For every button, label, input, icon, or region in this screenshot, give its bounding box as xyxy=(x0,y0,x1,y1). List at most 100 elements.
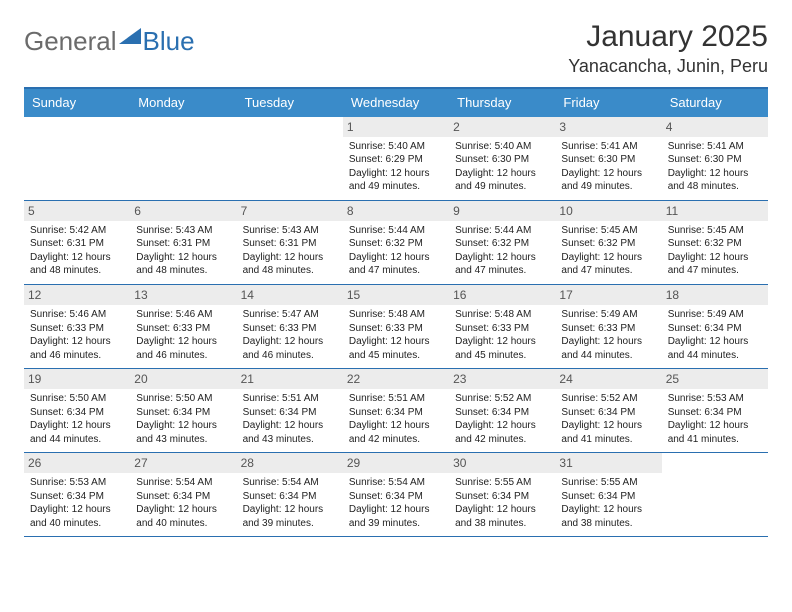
day-cell: 8Sunrise: 5:44 AMSunset: 6:32 PMDaylight… xyxy=(343,201,449,285)
weekday-header: Thursday xyxy=(449,89,555,117)
day-cell: 20Sunrise: 5:50 AMSunset: 6:34 PMDayligh… xyxy=(130,369,236,453)
sunrise-text: Sunrise: 5:44 AM xyxy=(455,224,549,238)
day-number: 5 xyxy=(24,201,130,221)
day-cell: 3Sunrise: 5:41 AMSunset: 6:30 PMDaylight… xyxy=(555,117,661,201)
sunset-text: Sunset: 6:34 PM xyxy=(136,490,230,504)
day-cell: 22Sunrise: 5:51 AMSunset: 6:34 PMDayligh… xyxy=(343,369,449,453)
sunrise-text: Sunrise: 5:43 AM xyxy=(136,224,230,238)
sunrise-text: Sunrise: 5:53 AM xyxy=(30,476,124,490)
day-cell: 4Sunrise: 5:41 AMSunset: 6:30 PMDaylight… xyxy=(662,117,768,201)
day-cell: 16Sunrise: 5:48 AMSunset: 6:33 PMDayligh… xyxy=(449,285,555,369)
daylight-text: Daylight: 12 hours and 44 minutes. xyxy=(561,335,655,362)
day-cell: 9 Sunrise: 5:44 AMSunset: 6:32 PMDaylight… xyxy=(449,201,555,285)
daylight-text: Daylight: 12 hours and 48 minutes. xyxy=(136,251,230,278)
daylight-text: Daylight: 12 hours and 48 minutes. xyxy=(30,251,124,278)
day-number: 1 xyxy=(343,117,449,137)
sunset-text: Sunset: 6:33 PM xyxy=(561,322,655,336)
day-cell: 10Sunrise: 5:45 AMSunset: 6:32 PMDayligh… xyxy=(555,201,661,285)
daylight-text: Daylight: 12 hours and 42 minutes. xyxy=(349,419,443,446)
sunrise-text: Sunrise: 5:48 AM xyxy=(455,308,549,322)
day-cell: 31Sunrise: 5:55 AMSunset: 6:34 PMDayligh… xyxy=(555,453,661,537)
sunrise-text: Sunrise: 5:54 AM xyxy=(243,476,337,490)
sunset-text: Sunset: 6:33 PM xyxy=(243,322,337,336)
day-number: 11 xyxy=(662,201,768,221)
daylight-text: Daylight: 12 hours and 40 minutes. xyxy=(136,503,230,530)
day-number: 24 xyxy=(555,369,661,389)
day-cell: 28Sunrise: 5:54 AMSunset: 6:34 PMDayligh… xyxy=(237,453,343,537)
sunset-text: Sunset: 6:33 PM xyxy=(349,322,443,336)
sunset-text: Sunset: 6:32 PM xyxy=(349,237,443,251)
title-block: January 2025 Yanacancha, Junin, Peru xyxy=(568,20,768,77)
sunset-text: Sunset: 6:34 PM xyxy=(243,490,337,504)
week-row: ...1Sunrise: 5:40 AMSunset: 6:29 PMDayli… xyxy=(24,117,768,201)
daylight-text: Daylight: 12 hours and 43 minutes. xyxy=(243,419,337,446)
daylight-text: Daylight: 12 hours and 47 minutes. xyxy=(561,251,655,278)
sunset-text: Sunset: 6:33 PM xyxy=(136,322,230,336)
day-cell: . xyxy=(24,117,130,201)
week-row: 19Sunrise: 5:50 AMSunset: 6:34 PMDayligh… xyxy=(24,369,768,453)
week-row: 12Sunrise: 5:46 AMSunset: 6:33 PMDayligh… xyxy=(24,285,768,369)
day-number: 16 xyxy=(449,285,555,305)
daylight-text: Daylight: 12 hours and 41 minutes. xyxy=(561,419,655,446)
sunset-text: Sunset: 6:34 PM xyxy=(455,490,549,504)
day-cell: 23Sunrise: 5:52 AMSunset: 6:34 PMDayligh… xyxy=(449,369,555,453)
day-cell: 13Sunrise: 5:46 AMSunset: 6:33 PMDayligh… xyxy=(130,285,236,369)
sunset-text: Sunset: 6:31 PM xyxy=(136,237,230,251)
daylight-text: Daylight: 12 hours and 41 minutes. xyxy=(668,419,762,446)
weekday-header: Monday xyxy=(130,89,236,117)
daylight-text: Daylight: 12 hours and 40 minutes. xyxy=(30,503,124,530)
day-number: 26 xyxy=(24,453,130,473)
day-cell: 29Sunrise: 5:54 AMSunset: 6:34 PMDayligh… xyxy=(343,453,449,537)
day-number: 17 xyxy=(555,285,661,305)
sunrise-text: Sunrise: 5:50 AM xyxy=(30,392,124,406)
sunset-text: Sunset: 6:32 PM xyxy=(455,237,549,251)
day-number: 2 xyxy=(449,117,555,137)
day-cell: 12Sunrise: 5:46 AMSunset: 6:33 PMDayligh… xyxy=(24,285,130,369)
calendar: Sunday Monday Tuesday Wednesday Thursday… xyxy=(24,87,768,537)
day-cell: 15Sunrise: 5:48 AMSunset: 6:33 PMDayligh… xyxy=(343,285,449,369)
day-cell: 6 Sunrise: 5:43 AMSunset: 6:31 PMDaylight… xyxy=(130,201,236,285)
daylight-text: Daylight: 12 hours and 45 minutes. xyxy=(349,335,443,362)
sunrise-text: Sunrise: 5:54 AM xyxy=(136,476,230,490)
daylight-text: Daylight: 12 hours and 49 minutes. xyxy=(349,167,443,194)
sunrise-text: Sunrise: 5:42 AM xyxy=(30,224,124,238)
sunrise-text: Sunrise: 5:54 AM xyxy=(349,476,443,490)
daylight-text: Daylight: 12 hours and 47 minutes. xyxy=(455,251,549,278)
daylight-text: Daylight: 12 hours and 47 minutes. xyxy=(349,251,443,278)
sunset-text: Sunset: 6:34 PM xyxy=(455,406,549,420)
day-cell: 1Sunrise: 5:40 AMSunset: 6:29 PMDaylight… xyxy=(343,117,449,201)
sunset-text: Sunset: 6:29 PM xyxy=(349,153,443,167)
day-number: 9 xyxy=(449,201,555,221)
daylight-text: Daylight: 12 hours and 48 minutes. xyxy=(243,251,337,278)
sunrise-text: Sunrise: 5:46 AM xyxy=(136,308,230,322)
sunrise-text: Sunrise: 5:48 AM xyxy=(349,308,443,322)
day-number: 6 xyxy=(130,201,236,221)
day-number: 20 xyxy=(130,369,236,389)
daylight-text: Daylight: 12 hours and 44 minutes. xyxy=(30,419,124,446)
sunrise-text: Sunrise: 5:45 AM xyxy=(561,224,655,238)
day-cell: 25Sunrise: 5:53 AMSunset: 6:34 PMDayligh… xyxy=(662,369,768,453)
sunrise-text: Sunrise: 5:52 AM xyxy=(561,392,655,406)
sunrise-text: Sunrise: 5:49 AM xyxy=(668,308,762,322)
day-number: 8 xyxy=(343,201,449,221)
sunset-text: Sunset: 6:34 PM xyxy=(561,490,655,504)
day-cell: . xyxy=(130,117,236,201)
day-cell: 21Sunrise: 5:51 AMSunset: 6:34 PMDayligh… xyxy=(237,369,343,453)
weekday-header: Wednesday xyxy=(343,89,449,117)
week-row: 26Sunrise: 5:53 AMSunset: 6:34 PMDayligh… xyxy=(24,453,768,537)
logo-text-general: General xyxy=(24,26,117,57)
day-cell: 5Sunrise: 5:42 AMSunset: 6:31 PMDaylight… xyxy=(24,201,130,285)
day-number: 3 xyxy=(555,117,661,137)
day-cell: 26Sunrise: 5:53 AMSunset: 6:34 PMDayligh… xyxy=(24,453,130,537)
day-cell: 11Sunrise: 5:45 AMSunset: 6:32 PMDayligh… xyxy=(662,201,768,285)
sunrise-text: Sunrise: 5:53 AM xyxy=(668,392,762,406)
day-number: 31 xyxy=(555,453,661,473)
sunrise-text: Sunrise: 5:43 AM xyxy=(243,224,337,238)
day-cell: 14Sunrise: 5:47 AMSunset: 6:33 PMDayligh… xyxy=(237,285,343,369)
sunset-text: Sunset: 6:34 PM xyxy=(561,406,655,420)
day-cell: 24 Sunrise: 5:52 AMSunset: 6:34 PMDayligh… xyxy=(555,369,661,453)
sunrise-text: Sunrise: 5:51 AM xyxy=(243,392,337,406)
day-number: 13 xyxy=(130,285,236,305)
day-number: 7 xyxy=(237,201,343,221)
sunrise-text: Sunrise: 5:47 AM xyxy=(243,308,337,322)
